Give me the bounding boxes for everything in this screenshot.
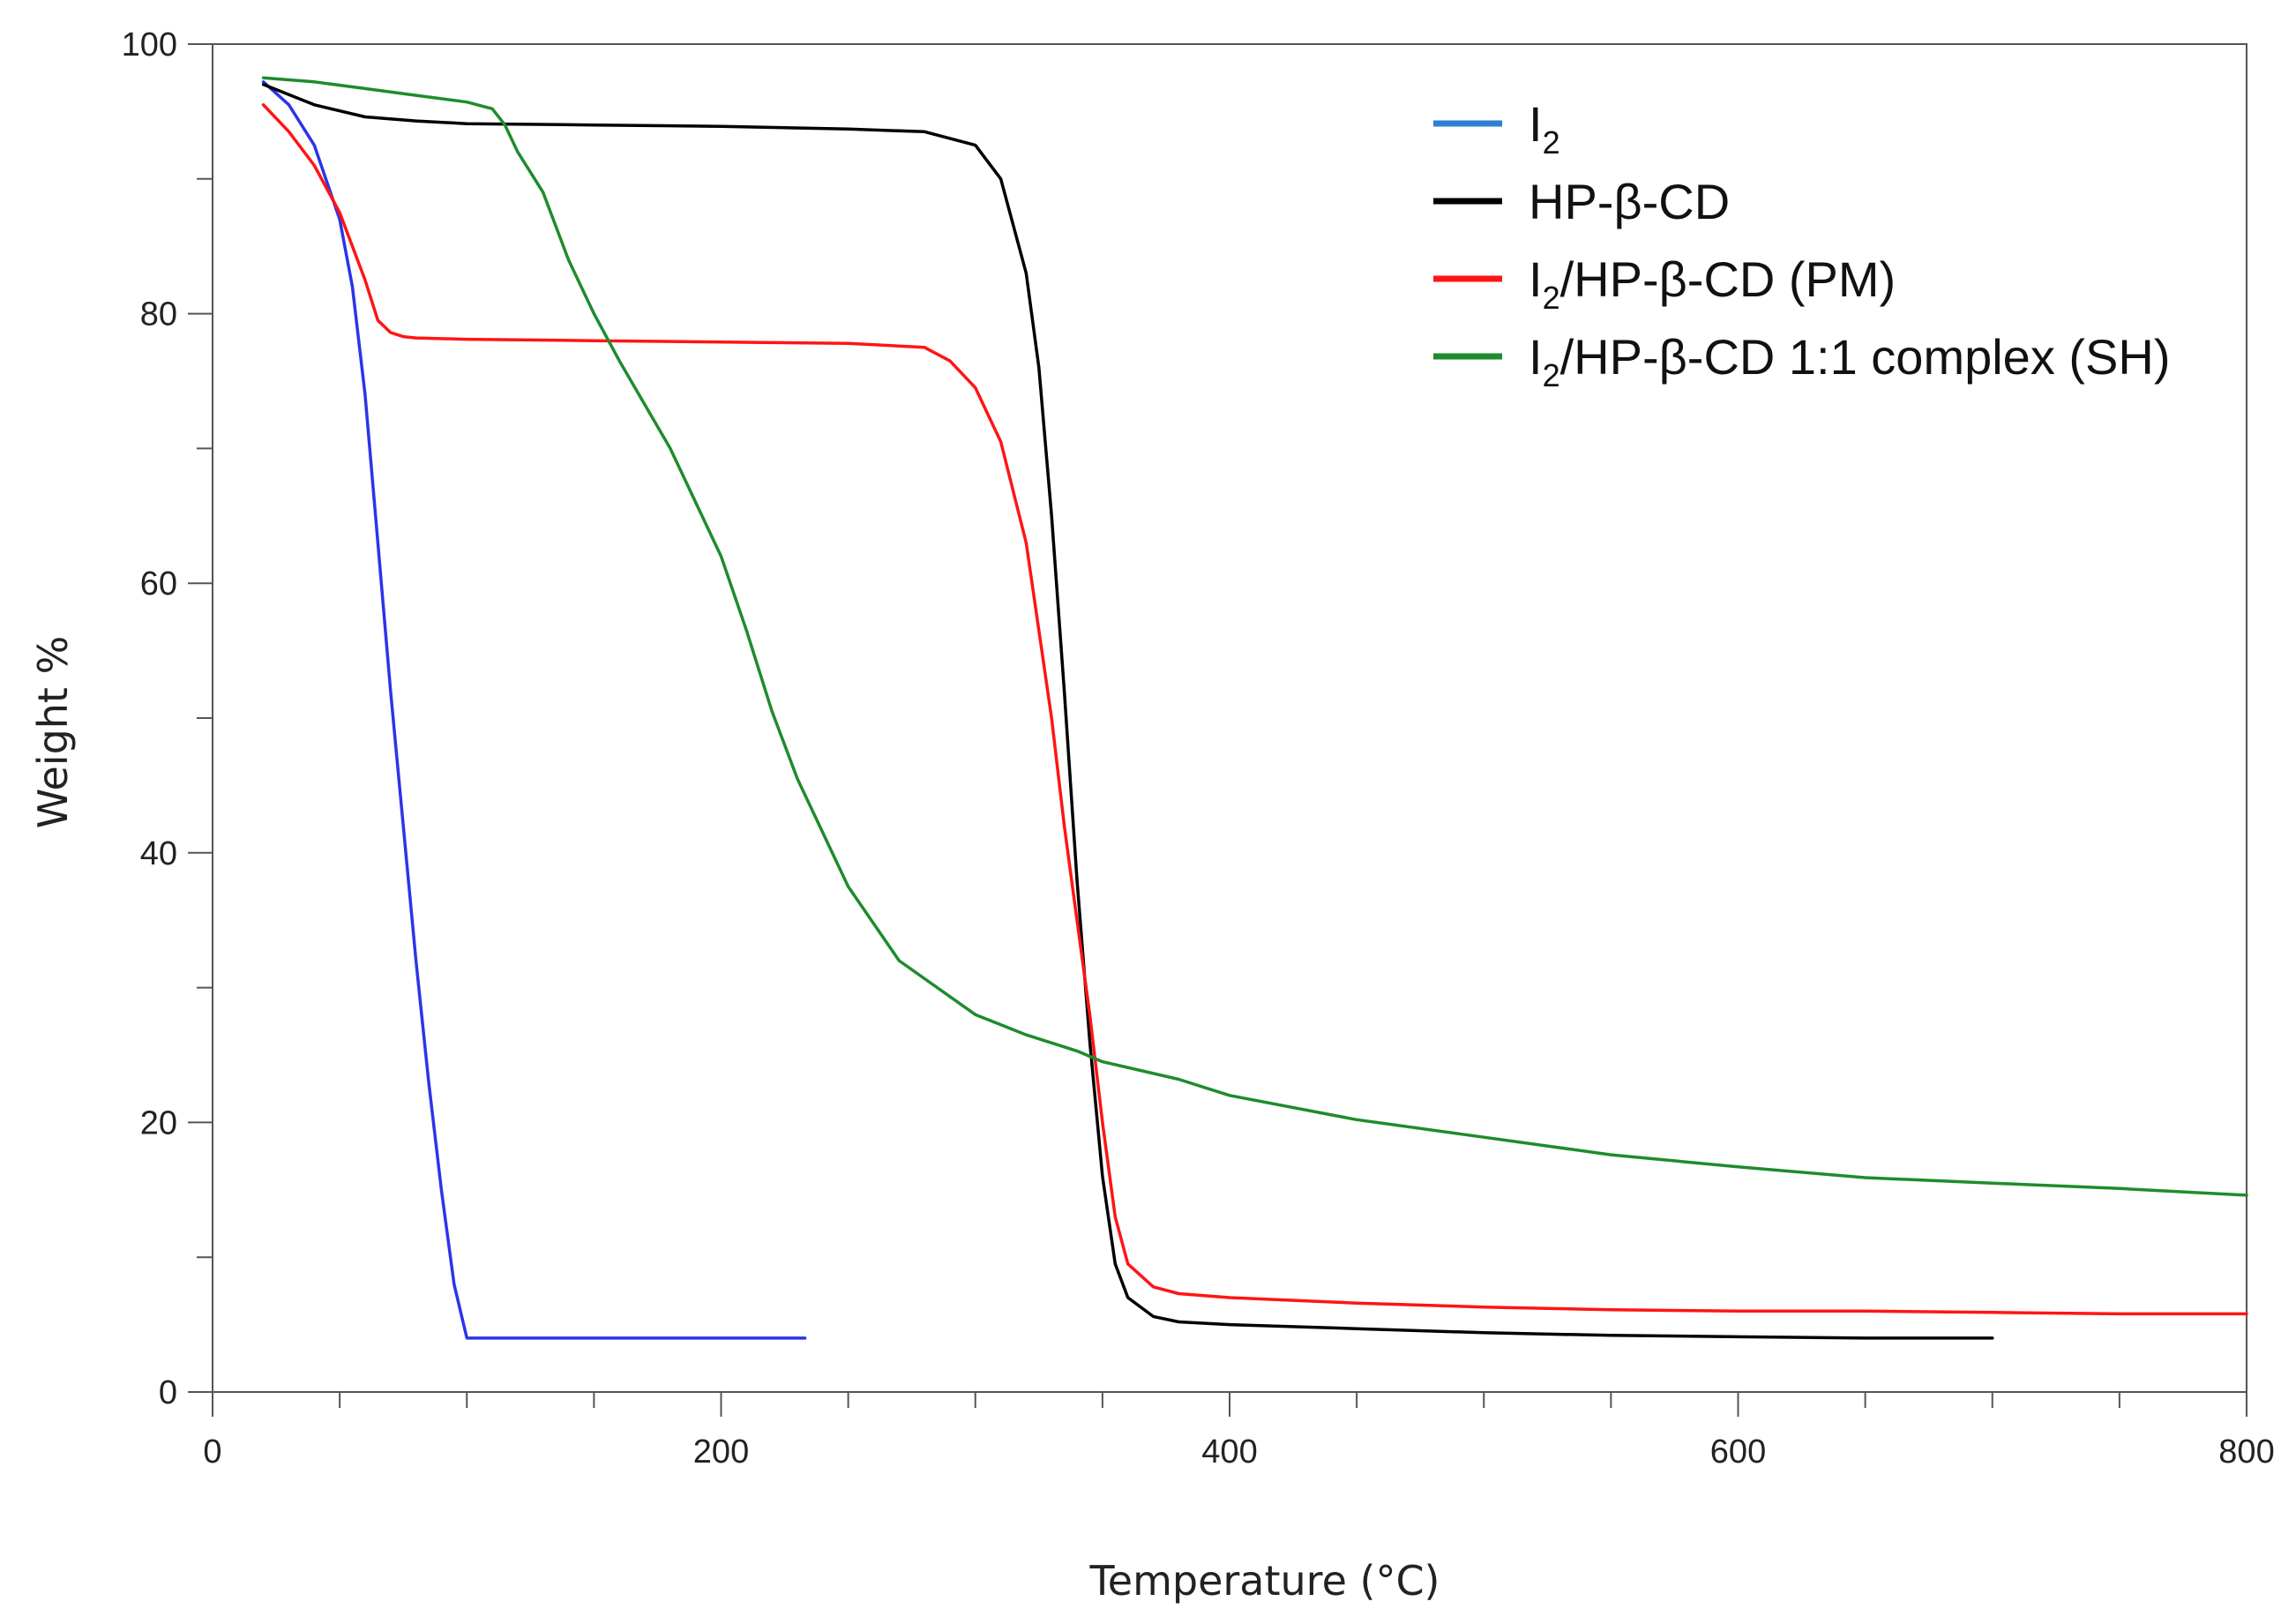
legend-item-3: I2/HP-β-CD (PM) — [1433, 251, 1896, 316]
x-tick-label: 200 — [693, 1433, 749, 1471]
series-line-4 — [261, 76, 2248, 1197]
x-tick-label: 600 — [1710, 1433, 1766, 1471]
minor-ticks — [197, 177, 2120, 1408]
y-axis-title: Weight % — [29, 636, 77, 829]
plot-area — [212, 43, 2247, 1393]
y-tick-label: 20 — [140, 1104, 177, 1141]
legend-label: I2/HP-β-CD 1:1 complex (SH) — [1529, 329, 2170, 393]
legend: I2 HP-β-CD I2/HP-β-CD (PM) I2/HP-β-CD 1:1 c… — [1433, 96, 2170, 393]
y-tick-label: 100 — [122, 26, 177, 64]
x-axis-ticks: 0 200 400 600 800 — [203, 1392, 2275, 1471]
series-line-2 — [261, 83, 1994, 1340]
y-tick-label: 60 — [140, 565, 177, 602]
legend-label: I2/HP-β-CD (PM) — [1529, 251, 1896, 316]
y-tick-label: 0 — [159, 1374, 177, 1411]
legend-item-2: HP-β-CD — [1433, 174, 1730, 229]
series-line-3 — [261, 103, 2248, 1316]
series-line-1 — [261, 80, 807, 1340]
x-tick-label: 800 — [2218, 1433, 2274, 1471]
y-axis-ticks: 0 20 40 60 80 100 — [122, 26, 213, 1411]
legend-label: HP-β-CD — [1529, 174, 1730, 229]
x-tick-label: 0 — [203, 1433, 221, 1471]
y-tick-label: 40 — [140, 835, 177, 872]
x-tick-label: 400 — [1201, 1433, 1257, 1471]
legend-label: I2 — [1529, 96, 1560, 161]
plot-frame — [212, 43, 2247, 1393]
legend-item-4: I2/HP-β-CD 1:1 complex (SH) — [1433, 329, 2170, 393]
legend-item-1: I2 — [1433, 96, 1560, 161]
y-tick-label: 80 — [140, 296, 177, 333]
series-lines — [261, 76, 2248, 1340]
x-axis-title: Temperature (°C) — [1088, 1557, 1440, 1605]
